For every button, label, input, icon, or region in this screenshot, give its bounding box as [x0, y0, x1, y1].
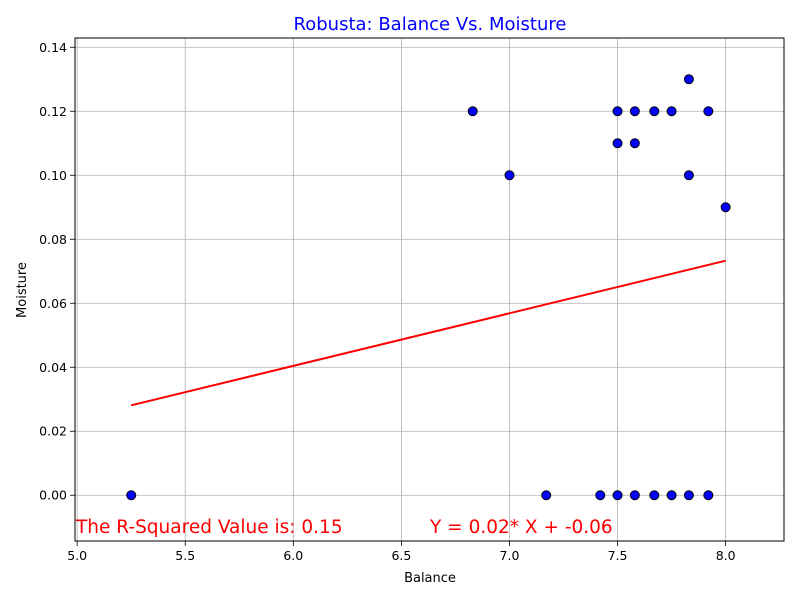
y-tick-label: 0.10 — [39, 168, 67, 183]
data-point — [666, 490, 677, 501]
data-point — [703, 490, 714, 501]
x-tick-label: 8.0 — [716, 548, 736, 563]
data-point — [629, 490, 640, 501]
regression-line — [130, 259, 726, 407]
x-tick-label: 5.0 — [67, 548, 87, 563]
data-point — [683, 74, 694, 85]
y-tick-label: 0.12 — [39, 104, 67, 119]
chart-title: Robusta: Balance Vs. Moisture — [294, 14, 567, 35]
data-point — [595, 490, 606, 501]
x-axis-label: Balance — [404, 571, 456, 586]
data-point — [649, 490, 660, 501]
data-point — [683, 490, 694, 501]
y-axis-ticks: 0.00 0.02 0.04 0.06 0.08 0.10 0.12 0.14 — [39, 40, 75, 503]
y-tick-label: 0.00 — [39, 488, 67, 503]
data-point — [612, 138, 623, 149]
data-point — [703, 106, 714, 117]
data-point — [683, 170, 694, 181]
data-point — [126, 490, 137, 501]
data-point — [612, 490, 623, 501]
y-axis-label: Moisture — [15, 262, 30, 318]
x-axis-ticks: 5.0 5.5 6.0 6.5 7.0 7.5 8.0 — [67, 541, 736, 563]
y-tick-label: 0.04 — [39, 360, 67, 375]
y-tick-label: 0.02 — [39, 424, 67, 439]
x-tick-label: 5.5 — [175, 548, 195, 563]
y-tick-label: 0.14 — [39, 40, 67, 55]
data-point — [649, 106, 660, 117]
y-tick-label: 0.08 — [39, 232, 67, 247]
y-tick-label: 0.06 — [39, 296, 67, 311]
data-points — [126, 74, 731, 501]
data-point — [612, 106, 623, 117]
x-tick-label: 6.0 — [283, 548, 303, 563]
grid-lines — [75, 38, 784, 541]
x-tick-label: 7.0 — [500, 548, 520, 563]
data-point — [720, 202, 731, 213]
data-point — [666, 106, 677, 117]
x-tick-label: 7.5 — [608, 548, 628, 563]
data-point — [629, 106, 640, 117]
regression-equation-annotation: Y = 0.02* X + -0.06 — [429, 517, 613, 538]
regression-line-group — [130, 259, 726, 407]
data-point — [629, 138, 640, 149]
data-point — [504, 170, 515, 181]
data-point — [467, 106, 478, 117]
x-tick-label: 6.5 — [391, 548, 411, 563]
data-point — [541, 490, 552, 501]
r-squared-annotation: The R-Squared Value is: 0.15 — [75, 517, 343, 538]
plot-frame — [74, 37, 785, 542]
